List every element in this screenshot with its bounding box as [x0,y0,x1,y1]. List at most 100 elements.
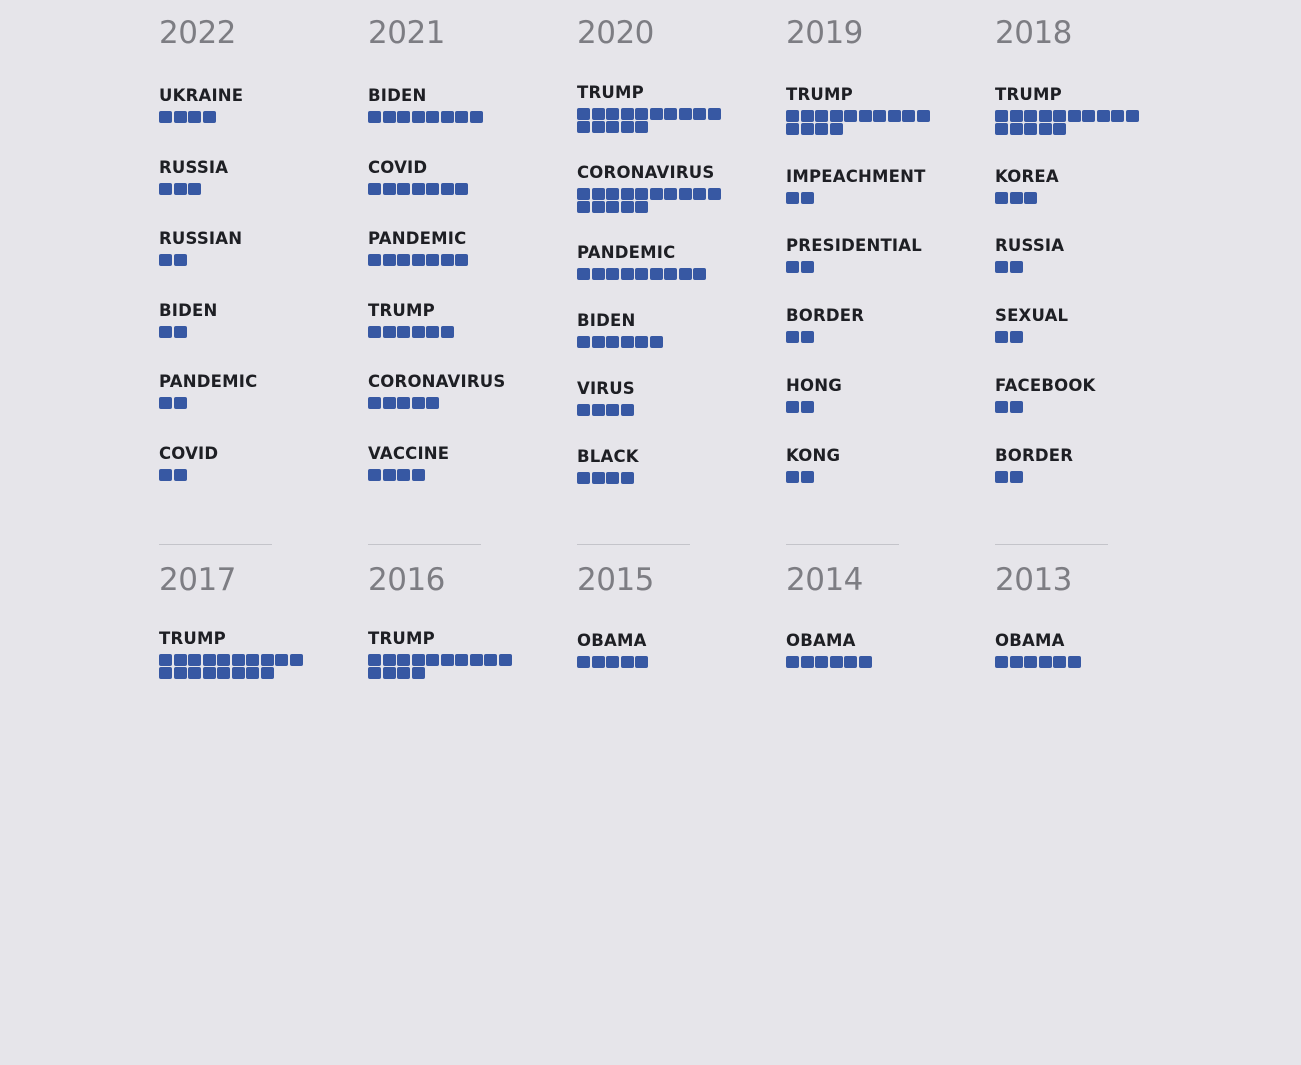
word-label: BORDER [786,306,865,325]
square-unit [664,267,677,280]
square-unit [159,468,172,481]
year-heading: 2018 [995,15,1072,51]
square-unit [591,655,605,668]
square-unit [368,667,381,679]
square-unit [1096,109,1110,122]
square-unit [591,187,605,200]
square-unit [159,253,172,266]
word-entry: KOREA [995,168,1145,204]
square-unit [995,260,1008,273]
square-unit [606,335,619,348]
square-unit [829,655,843,668]
year-heading: 2017 [159,562,236,598]
square-unit [707,107,721,120]
square-unit [469,653,483,666]
square-unit [260,667,274,679]
word-entry: TRUMP [159,629,309,679]
word-label: KONG [786,446,841,465]
square-unit [693,187,706,200]
square-unit [606,403,619,416]
square-unit [591,201,605,213]
square-unit [577,107,590,120]
square-unit [591,121,605,133]
year-heading: 2020 [577,15,654,51]
square-unit [217,653,230,666]
square-unit [786,400,799,413]
square-unit [577,267,590,280]
square-unit [1009,400,1023,413]
square-unit [873,109,886,122]
square-unit [368,110,381,123]
frequency-squares [368,396,518,409]
frequency-squares [995,109,1145,135]
frequency-squares [995,400,1145,413]
square-unit [786,123,799,135]
square-unit [498,653,512,666]
word-label: PANDEMIC [159,372,258,391]
square-unit [620,403,634,416]
square-unit [188,110,201,123]
square-unit [995,109,1008,122]
square-unit [382,182,396,195]
frequency-squares [159,110,309,123]
word-entry: TRUMP [368,630,518,679]
square-unit [577,471,590,484]
frequency-squares [368,468,518,481]
square-unit [382,110,396,123]
square-unit [289,653,303,666]
square-unit [173,325,187,338]
frequency-squares [577,187,727,213]
square-unit [397,253,410,266]
square-unit [1038,123,1052,135]
square-unit [649,335,663,348]
frequency-squares [577,267,727,280]
frequency-squares [577,655,727,668]
square-unit [995,400,1008,413]
square-unit [1009,655,1023,668]
year-column-2018: 2018 TRUMP KOREA RUSSIA SEXUAL FACEBOOK BORDER [995,18,1175,518]
square-unit [786,330,799,343]
square-unit [1024,123,1037,135]
word-entry: RUSSIA [995,237,1145,273]
square-unit [858,655,872,668]
square-unit [664,187,677,200]
frequency-squares [786,260,936,273]
year-heading: 2022 [159,15,236,51]
word-entry: RUSSIA [159,159,309,195]
square-unit [159,110,172,123]
square-unit [455,110,468,123]
square-unit [246,653,259,666]
word-label: BIDEN [577,311,636,330]
word-entry: BORDER [786,306,936,343]
square-unit [440,182,454,195]
year-column-2020: 2020 TRUMP CORONAVIRUS PANDEMIC BIDEN VIRUS BL… [577,18,757,518]
word-label: TRUMP [995,85,1062,104]
square-unit [397,182,410,195]
square-unit [606,121,619,133]
square-unit [606,471,619,484]
square-unit [188,653,201,666]
square-unit [455,653,468,666]
square-unit [577,335,590,348]
square-unit [411,468,425,481]
word-label: COVID [368,158,428,177]
word-label: PANDEMIC [577,243,676,262]
square-unit [246,667,259,679]
word-entry: BORDER [995,447,1145,483]
square-unit [440,653,454,666]
word-label: OBAMA [577,631,647,650]
word-label: TRUMP [159,629,226,648]
square-unit [426,182,439,195]
square-unit [786,191,799,204]
square-unit [844,109,857,122]
square-unit [577,655,590,668]
frequency-squares [786,191,936,204]
square-unit [159,653,172,666]
square-unit [1067,109,1081,122]
square-unit [1053,655,1066,668]
word-label: BIDEN [159,301,218,320]
square-unit [1038,109,1052,122]
word-entry: TRUMP [995,85,1145,135]
square-unit [411,396,425,409]
word-label: SEXUAL [995,306,1069,325]
